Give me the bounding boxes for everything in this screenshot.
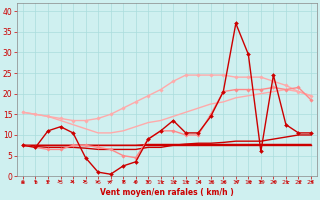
X-axis label: Vent moyen/en rafales ( km/h ): Vent moyen/en rafales ( km/h ) — [100, 188, 234, 197]
